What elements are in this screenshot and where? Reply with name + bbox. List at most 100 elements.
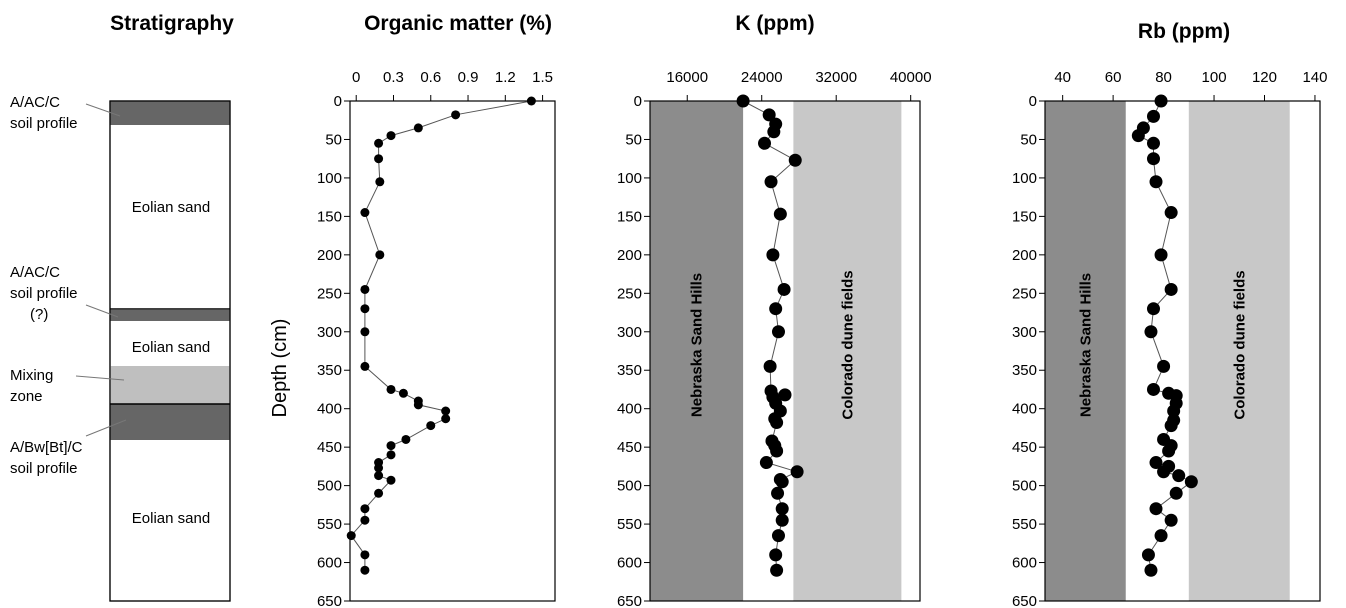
potassium-band-label-nebraska: Nebraska Sand Hills (689, 273, 706, 417)
potassium-band-colorado (793, 101, 902, 601)
organic-matter-y-tick-label: 350 (317, 362, 342, 379)
rubidium-data-point (1144, 563, 1158, 577)
soil-layer-3 (110, 404, 230, 440)
organic-matter-data-point (360, 550, 370, 560)
leader-line-3 (75, 375, 125, 381)
organic-matter-data-point (451, 110, 461, 120)
rubidium-x-tick-label: 120 (1252, 69, 1277, 86)
rubidium-data-point (1164, 513, 1178, 527)
mixing-zone-layer (110, 366, 230, 404)
potassium-y-tick-label: 500 (617, 478, 642, 495)
unit-label-eolian-1: Eolian sand (132, 199, 210, 216)
organic-matter-y-tick-label: 500 (317, 478, 342, 495)
soil-layer-1 (110, 101, 230, 125)
potassium-data-point (790, 465, 804, 479)
rubidium-data-point (1157, 465, 1171, 479)
rubidium-y-tick-label: 250 (1012, 285, 1037, 302)
organic-matter-data-point (374, 463, 384, 473)
rubidium-data-point (1157, 359, 1171, 373)
organic-matter-panel: Organic matter (%) 0 0.3 0.6 0.9 1.2 1.5 0 50 100… (317, 12, 556, 608)
potassium-data-point (758, 136, 772, 150)
rubidium-data-point (1149, 175, 1163, 189)
potassium-y-tick-label: 0 (634, 93, 642, 110)
organic-matter-data-point (360, 515, 370, 525)
rubidium-band-colorado (1188, 101, 1290, 601)
potassium-y-tick-label: 400 (617, 401, 642, 418)
organic-matter-data-point (386, 450, 396, 460)
rubidium-data-point (1164, 419, 1178, 433)
rubidium-y-tick-label: 100 (1012, 170, 1037, 187)
organic-matter-x-tick-label: 0.3 (383, 69, 404, 86)
rubidium-data-point (1167, 404, 1181, 418)
rubidium-data-point (1164, 206, 1178, 220)
organic-matter-data-point (360, 327, 370, 337)
organic-matter-data-point (374, 154, 384, 164)
leader-line-4 (85, 419, 127, 437)
label-soil-1-line-1: A/AC/C (10, 94, 60, 111)
rubidium-data-point (1169, 486, 1183, 500)
rubidium-y-tick-label: 200 (1012, 247, 1037, 264)
potassium-data-point (767, 125, 781, 139)
potassium-data-point (778, 388, 792, 402)
stratigraphy-title: Stratigraphy (110, 12, 234, 35)
organic-matter-y-tick-label: 550 (317, 516, 342, 533)
organic-matter-data-point (398, 388, 408, 398)
organic-matter-data-point (401, 434, 411, 444)
stratigraphy-column (109, 100, 231, 602)
rubidium-y-tick-label: 550 (1012, 516, 1037, 533)
organic-matter-data-point (360, 284, 370, 294)
rubidium-x-tick-label: 140 (1302, 69, 1327, 86)
organic-matter-data-point (360, 504, 370, 514)
organic-matter-x-tick-label: 0.9 (458, 69, 479, 86)
potassium-data-point (770, 444, 784, 458)
rubidium-band-nebraska (1045, 101, 1126, 601)
potassium-data-point (769, 548, 783, 562)
rubidium-data-point (1154, 529, 1168, 543)
potassium-x-tick-label: 16000 (666, 69, 708, 86)
organic-matter-data-point (386, 441, 396, 451)
rubidium-data-point (1162, 444, 1176, 458)
label-mixing-line-1: Mixing (10, 367, 53, 384)
rubidium-y-tick-label: 350 (1012, 362, 1037, 379)
potassium-y-tick-label: 300 (617, 324, 642, 341)
potassium-y-tick-label: 350 (617, 362, 642, 379)
rubidium-data-point (1146, 109, 1160, 123)
rubidium-y-tick-label: 0 (1029, 93, 1037, 110)
potassium-y-tick-label: 550 (617, 516, 642, 533)
potassium-data-point (769, 302, 783, 316)
rubidium-y-tick-label: 400 (1012, 401, 1037, 418)
organic-matter-x-tick-label: 1.2 (495, 69, 516, 86)
potassium-data-point (736, 94, 750, 108)
potassium-data-point (764, 175, 778, 189)
organic-matter-y-tick-label: 50 (325, 131, 342, 148)
potassium-y-tick-label: 200 (617, 247, 642, 264)
rubidium-y-tick-label: 50 (1020, 131, 1037, 148)
rubidium-data-point (1146, 136, 1160, 150)
potassium-data-point (775, 502, 789, 516)
leader-line-2 (85, 304, 119, 318)
organic-matter-data-point (441, 414, 451, 424)
organic-matter-data-point (386, 131, 396, 141)
potassium-data-point (771, 325, 785, 339)
rubidium-y-tick-label: 300 (1012, 324, 1037, 341)
label-soil-1-line-2: soil profile (10, 115, 78, 132)
label-soil-2-line-2: soil profile (10, 285, 78, 302)
organic-matter-data-point (346, 531, 356, 541)
organic-matter-data-point (386, 384, 396, 394)
leader-line-1 (85, 103, 121, 117)
potassium-x-tick-label: 24000 (741, 69, 783, 86)
potassium-x-tick-label: 32000 (815, 69, 857, 86)
organic-matter-data-point (360, 565, 370, 575)
organic-matter-y-tick-label: 0 (334, 93, 342, 110)
rubidium-y-tick-label: 600 (1012, 555, 1037, 572)
potassium-data-point (773, 207, 787, 221)
organic-matter-x-tick-label: 0.6 (420, 69, 441, 86)
organic-matter-plot-frame (349, 100, 556, 602)
organic-matter-y-tick-label: 200 (317, 247, 342, 264)
potassium-y-tick-label: 600 (617, 555, 642, 572)
rubidium-band-label-nebraska: Nebraska Sand Hills (1077, 273, 1094, 417)
rubidium-data-point (1164, 282, 1178, 296)
rubidium-data-point (1146, 382, 1160, 396)
potassium-data-point (766, 248, 780, 262)
rubidium-plot-frame (1044, 100, 1321, 602)
